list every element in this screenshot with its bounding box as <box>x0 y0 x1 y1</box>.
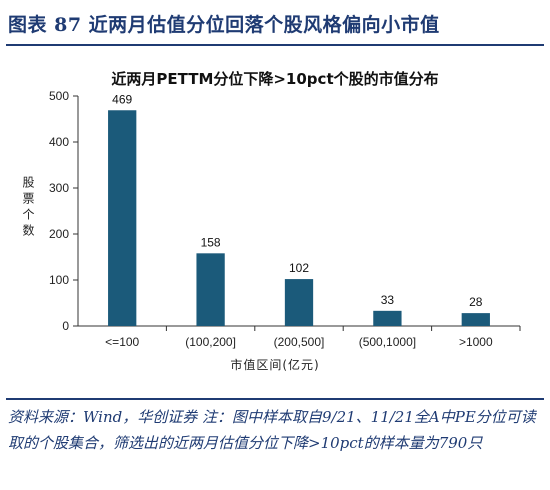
data-label: 469 <box>112 92 132 106</box>
data-label: 102 <box>289 261 309 275</box>
bar <box>373 310 402 326</box>
data-label: 33 <box>381 293 395 307</box>
chart-title: 近两月PETTM分位下降>10pct个股的市值分布 <box>111 70 439 88</box>
bar <box>108 110 137 326</box>
y-tick-label: 400 <box>49 135 69 149</box>
bar <box>196 253 225 326</box>
bar-chart: 近两月PETTM分位下降>10pct个股的市值分布 股票个数 市值区间(亿元) … <box>0 56 550 396</box>
figure-title: 图表 87 近两月估值分位回落个股风格偏向小市值 <box>8 14 440 36</box>
y-axis-label: 股票个数 <box>21 176 35 240</box>
figure-header: 图表 87 近两月估值分位回落个股风格偏向小市值 <box>0 0 550 46</box>
x-tick-label: <=100 <box>105 335 139 349</box>
bar <box>284 279 314 326</box>
footer-rule <box>6 398 544 400</box>
data-label: 158 <box>201 235 221 249</box>
x-axis-label: 市值区间(亿元) <box>230 358 320 372</box>
y-tick-label: 100 <box>49 273 69 287</box>
x-tick-label: >1000 <box>459 335 493 349</box>
y-tick-label: 0 <box>62 319 69 333</box>
data-label: 28 <box>469 295 483 309</box>
y-tick-label: 200 <box>49 227 69 241</box>
bar <box>461 313 490 326</box>
x-tick-label: (200,500] <box>274 335 325 349</box>
chart-plot: 0 100 200 300 400 500 469 <=100 158 (100,200] 102 (… <box>49 89 521 349</box>
header-rule <box>6 44 544 46</box>
x-tick-label: (100,200] <box>185 335 236 349</box>
x-tick-label: (500,1000] <box>359 335 416 349</box>
y-tick-label: 300 <box>49 181 69 195</box>
source-note: 资料来源：Wind，华创证券 注：图中样本取自9/21、11/21全A中PE分位… <box>8 408 536 452</box>
y-tick-label: 500 <box>49 89 69 103</box>
